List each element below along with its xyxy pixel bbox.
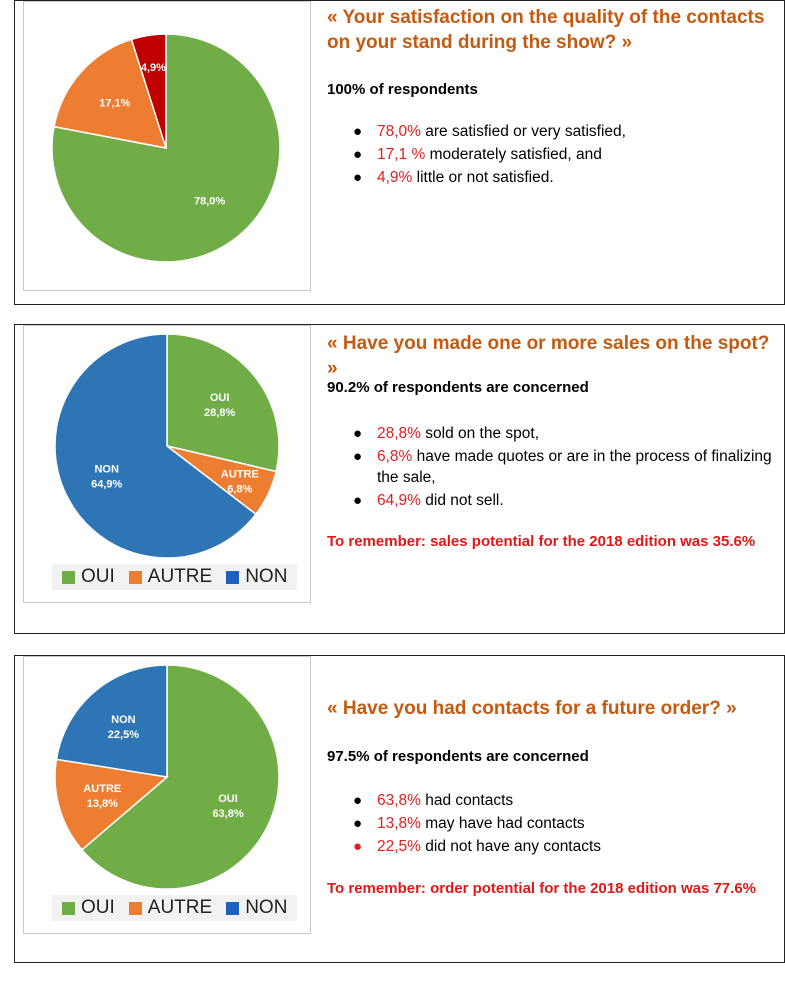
legend-swatch — [226, 570, 240, 584]
legend-label: NON — [245, 897, 288, 918]
list-item: ● 63,8% had contacts — [353, 792, 514, 809]
legend-item-autre: AUTRE — [128, 897, 213, 919]
slice-name-label: AUTRE — [83, 783, 121, 795]
legend-item-non: NON — [226, 897, 287, 919]
list-item: ● 78,0% are satisfied or very satisfied, — [353, 123, 626, 140]
pie-chart-future-order: OUI 63,8% AUTRE 13,8% NON 22,5% — [54, 664, 280, 890]
pie-chart-sales: OUI 28,8% AUTRE 6,8% NON 64,9% — [54, 333, 280, 559]
question-title: « Have you had contacts for a future ord… — [327, 698, 737, 719]
legend-swatch — [128, 570, 142, 584]
bullet-icon: ● — [353, 123, 363, 140]
slice-value-label: 78,0% — [194, 196, 225, 208]
legend-label: OUI — [81, 897, 115, 918]
question-title: « Have you made one or more sales on the… — [327, 333, 770, 379]
bullet-icon: ● — [353, 169, 363, 186]
pie-slice-non — [55, 664, 168, 778]
respondents-label: 100% of respondents — [327, 81, 478, 98]
bullet-icon: ● — [353, 815, 363, 832]
slice-name-label: NON — [111, 714, 136, 726]
bullet-icon: ● — [353, 492, 363, 509]
slice-name-label: NON — [94, 464, 119, 476]
slice-name-label: OUI — [210, 392, 230, 404]
bullet-icon: ● — [353, 146, 363, 163]
legend-swatch — [128, 901, 142, 915]
slice-name-label: OUI — [218, 793, 238, 805]
legend-label: AUTRE — [147, 566, 213, 587]
respondents-label: 90.2% of respondents are concerned — [327, 379, 589, 396]
panel-sales: OUI 28,8% AUTRE 6,8% NON 64,9% OUI AUTRE NON « … — [14, 324, 785, 634]
bullet-icon: ● — [353, 838, 363, 855]
chart-box-satisfaction: 78,0% 17,1% 4,9% — [23, 1, 311, 291]
list-item: ● 13,8% may have had contacts — [353, 815, 585, 832]
text-satisfaction: « Your satisfaction on the quality of th… — [327, 5, 776, 295]
slice-value-label: 13,8% — [87, 798, 118, 810]
legend-item-autre: AUTRE — [128, 566, 213, 588]
legend-item-oui: OUI — [62, 566, 115, 588]
respondents-label: 97.5% of respondents are concerned — [327, 748, 589, 765]
bullet-icon: ● — [353, 448, 363, 465]
legend-swatch — [226, 901, 240, 915]
text-future-order: « Have you had contacts for a future ord… — [327, 696, 776, 956]
question-title: « Your satisfaction on the quality of th… — [327, 7, 765, 53]
chart-legend: OUI AUTRE NON — [52, 564, 298, 590]
legend-label: NON — [245, 566, 288, 587]
legend-item-oui: OUI — [62, 897, 115, 919]
slice-value-label: 28,8% — [204, 407, 235, 419]
list-item: ● 64,9% did not sell. — [353, 492, 504, 509]
list-item: ● 6,8% have made quotes or are in the pro… — [353, 448, 772, 486]
pie-slice-2 — [130, 33, 167, 149]
chart-box-sales: OUI 28,8% AUTRE 6,8% NON 64,9% OUI AUTRE NON — [23, 325, 311, 603]
reminder-note: To remember: order potential for the 201… — [327, 880, 757, 897]
pie-slice-non — [54, 333, 257, 559]
panel-satisfaction: 78,0% 17,1% 4,9% « Your satisfaction on th… — [14, 0, 785, 305]
result-list: ● 28,8% sold on the spot, ● 6,8% have made… — [353, 423, 776, 513]
legend-item-non: NON — [226, 566, 287, 588]
result-list: ● 78,0% are satisfied or very satisfied, … — [353, 121, 776, 190]
list-item: ● 22,5% did not have any contacts — [353, 838, 602, 855]
slice-value-label: 64,9% — [91, 479, 122, 491]
slice-value-label: 6,8% — [227, 484, 252, 496]
legend-swatch — [62, 570, 75, 584]
slice-value-label: 22,5% — [108, 729, 139, 741]
bullet-icon: ● — [353, 792, 363, 809]
result-list: ● 63,8% had contacts ● 13,8% may have had … — [353, 790, 776, 859]
reminder-note: To remember: sales potential for the 201… — [327, 533, 756, 550]
pie-slice-1 — [53, 38, 168, 149]
chart-box-future-order: OUI 63,8% AUTRE 13,8% NON 22,5% OUI AUTRE NON — [23, 656, 311, 934]
pie-chart-satisfaction: 78,0% 17,1% 4,9% — [51, 33, 281, 263]
pie-slice-oui — [166, 333, 280, 473]
chart-legend: OUI AUTRE NON — [52, 895, 298, 921]
slice-value-label: 4,9% — [141, 62, 166, 74]
slice-value-label: 63,8% — [212, 808, 243, 820]
slice-value-label: 17,1% — [99, 98, 130, 110]
bullet-icon: ● — [353, 425, 363, 442]
text-sales: « Have you made one or more sales on the… — [327, 331, 776, 631]
list-item: ● 28,8% sold on the spot, — [353, 425, 540, 442]
pie-slice-oui — [80, 664, 280, 890]
pie-slice-autre — [54, 758, 169, 851]
legend-label: AUTRE — [147, 897, 213, 918]
list-item: ● 4,9% little or not satisfied. — [353, 169, 554, 186]
panel-future-order: OUI 63,8% AUTRE 13,8% NON 22,5% OUI AUTRE NON «… — [14, 655, 785, 963]
legend-label: OUI — [81, 566, 115, 587]
legend-swatch — [62, 901, 75, 915]
list-item: ● 17,1 % moderately satisfied, and — [353, 146, 602, 163]
slice-name-label: AUTRE — [221, 469, 259, 481]
